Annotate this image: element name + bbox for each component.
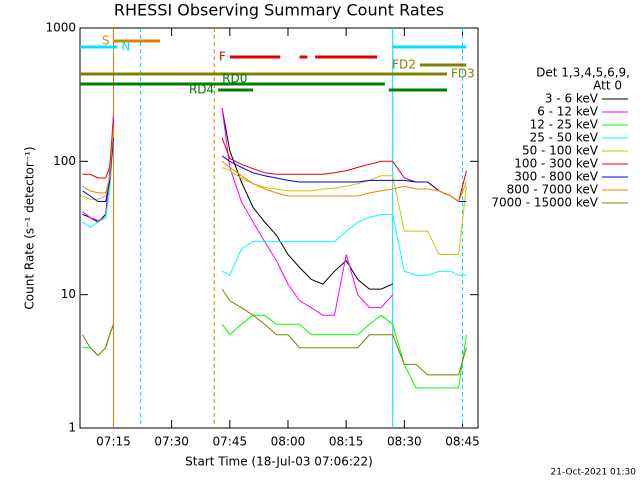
flag-label: FD3 (451, 67, 475, 81)
series-line (82, 288, 467, 376)
y-tick-label: 10 (61, 287, 76, 301)
series-line (82, 127, 467, 203)
legend-title: Att 0 (593, 79, 622, 93)
series-line (82, 108, 393, 290)
legend-title: Det 1,3,4,5,6,9, (536, 66, 630, 80)
legend-label: 7000 - 15000 keV (491, 196, 598, 210)
x-tick-label: 07:45 (213, 435, 248, 449)
y-tick-label: 1 (68, 421, 76, 435)
series-line (82, 137, 467, 276)
series-line (82, 108, 394, 316)
footer: 21-Oct-2021 01:30 (551, 468, 637, 478)
legend-label: 12 - 25 keV (530, 118, 599, 132)
flag-label: RD4 (189, 83, 214, 97)
series-line (82, 314, 467, 389)
legend-label: 100 - 300 keV (514, 157, 598, 171)
x-tick-label: 08:30 (387, 435, 422, 449)
x-tick-label: 08:15 (329, 435, 364, 449)
x-tick-label: 07:15 (96, 435, 131, 449)
legend-label: 3 - 6 keV (545, 92, 599, 106)
chart-title: RHESSI Observing Summary Count Rates (114, 1, 444, 20)
legend-label: 800 - 7000 keV (507, 183, 599, 197)
flag-label: N (121, 40, 130, 54)
y-tick-label: 100 (53, 154, 76, 168)
flag-label: FD2 (392, 58, 416, 72)
legend-label: 6 - 12 keV (537, 105, 599, 119)
y-axis-label: Count Rate (s⁻¹ detector⁻¹) (23, 146, 37, 309)
flag-label: S (102, 34, 110, 48)
legend-label: 50 - 100 keV (522, 144, 599, 158)
flag-label: F (219, 50, 226, 64)
x-axis-label: Start Time (18-Jul-03 07:06:22) (185, 455, 373, 469)
x-tick-label: 07:30 (154, 435, 189, 449)
flag-label: RD0 (222, 72, 247, 86)
x-tick-label: 08:45 (445, 435, 480, 449)
legend-label: 25 - 50 keV (530, 131, 599, 145)
legend-label: 300 - 800 keV (514, 170, 598, 184)
series-line (82, 121, 467, 203)
plot-frame (79, 27, 479, 429)
y-tick-label: 1000 (45, 21, 76, 35)
x-tick-label: 08:00 (271, 435, 306, 449)
